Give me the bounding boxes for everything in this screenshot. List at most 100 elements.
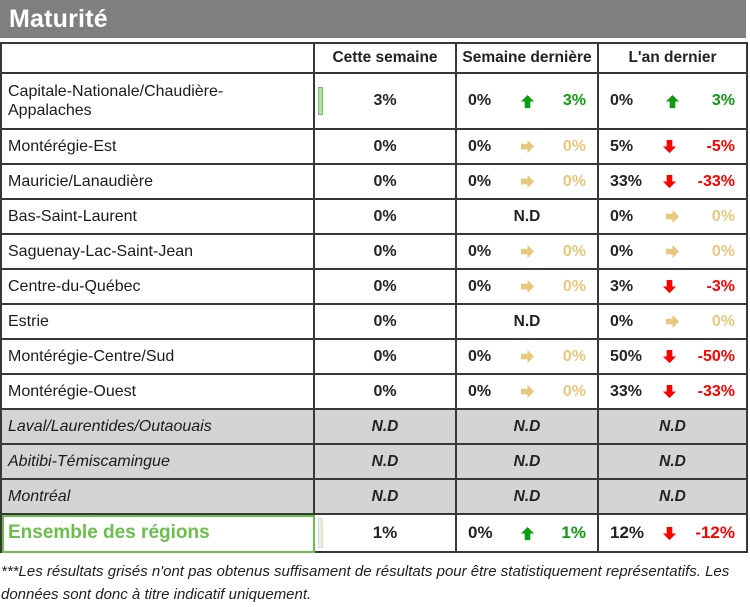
this-week-cell: 0% xyxy=(315,305,457,340)
arrow-right-icon xyxy=(665,314,680,329)
region-cell: Ensemble des régions xyxy=(2,515,315,553)
delta-value: -50% xyxy=(697,347,735,365)
this-week-value: 0% xyxy=(373,277,397,295)
nd-label: N.D xyxy=(659,487,686,505)
trend-cell: N.D xyxy=(599,410,748,445)
base-value: 0% xyxy=(610,92,634,109)
delta-value: -3% xyxy=(706,277,735,295)
arrow-right-icon xyxy=(520,244,534,259)
delta-value: 0% xyxy=(711,312,735,330)
arrow-right-icon xyxy=(520,174,534,189)
base-value: 0% xyxy=(610,207,634,225)
trend-cell: 0% 0% xyxy=(457,235,599,270)
arrow-down-icon xyxy=(663,279,677,294)
this-week-cell: 0% xyxy=(315,200,457,235)
delta-value: 0% xyxy=(711,242,735,260)
base-value: 0% xyxy=(468,382,492,400)
region-cell: Estrie xyxy=(2,305,315,340)
nd-label: N.D xyxy=(659,417,686,435)
delta-value: 1% xyxy=(561,523,586,542)
header-cell-last-year: L'an dernier xyxy=(599,44,748,74)
region-cell: Mauricie/Lanaudière xyxy=(2,165,315,200)
this-week-value: 0% xyxy=(373,137,397,155)
this-week-cell: 0% xyxy=(315,340,457,375)
trend-cell: N.D xyxy=(599,445,748,480)
this-week-value: 0% xyxy=(373,312,397,330)
sparkline-bar xyxy=(318,518,323,548)
trend-cell: 0% 0% xyxy=(457,340,599,375)
arrow-right-icon xyxy=(520,279,534,294)
this-week-cell: N.D xyxy=(315,445,457,480)
region-cell: Centre-du-Québec xyxy=(2,270,315,305)
table-row: Montréal N.D N.D N.D xyxy=(2,480,748,515)
nd-label: N.D xyxy=(513,487,541,505)
arrow-right-icon xyxy=(520,349,534,364)
this-week-cell: N.D xyxy=(315,410,457,445)
region-cell: Capitale-Nationale/Chaudière-Appalaches xyxy=(2,74,315,130)
total-row: Ensemble des régions 1% 0% 1% 12% -12% xyxy=(2,515,748,553)
trend-cell: N.D xyxy=(457,410,599,445)
table-row: Estrie 0% N.D 0% 0% xyxy=(2,305,748,340)
base-value: 3% xyxy=(610,277,634,295)
trend-cell: 0% 0% xyxy=(457,375,599,410)
trend-cell: 0% 0% xyxy=(599,235,748,270)
region-cell: Montérégie-Centre/Sud xyxy=(2,340,315,375)
arrow-right-icon xyxy=(665,209,680,224)
arrow-right-icon xyxy=(520,384,534,399)
arrow-up-icon xyxy=(520,526,534,540)
base-value: 50% xyxy=(610,347,643,365)
delta-value: 0% xyxy=(562,382,586,400)
arrow-down-icon xyxy=(663,139,677,154)
table-row: Capitale-Nationale/Chaudière-Appalaches 3… xyxy=(2,74,748,130)
sparkline-bar xyxy=(318,87,323,115)
trend-cell: 0% 0% xyxy=(599,200,748,235)
nd-label: N.D xyxy=(513,312,541,330)
header-row: Cette semaine Semaine dernière L'an dern… xyxy=(2,44,748,74)
delta-value: -5% xyxy=(706,137,735,155)
delta-value: 0% xyxy=(562,277,586,295)
arrow-right-icon xyxy=(520,139,534,154)
this-week-value: 1% xyxy=(372,523,398,542)
arrow-down-icon xyxy=(663,384,677,399)
this-week-cell: 0% xyxy=(315,235,457,270)
region-cell: Montréal xyxy=(2,480,315,515)
arrow-up-icon xyxy=(520,94,534,108)
maturity-table: Cette semaine Semaine dernière L'an dern… xyxy=(0,42,748,553)
base-value: 0% xyxy=(468,242,492,260)
delta-value: 3% xyxy=(562,92,586,109)
nd-label: N.D xyxy=(513,207,541,225)
this-week-value: 0% xyxy=(373,382,397,400)
arrow-up-icon xyxy=(665,94,680,108)
trend-cell: 0% 0% xyxy=(457,130,599,165)
region-label: Laval/Laurentides/Outaouais xyxy=(8,417,212,435)
nd-label: N.D xyxy=(659,452,686,470)
table-row: Laval/Laurentides/Outaouais N.D N.D N.D xyxy=(2,410,748,445)
region-cell: Saguenay-Lac-Saint-Jean xyxy=(2,235,315,270)
header-cell-this-week: Cette semaine xyxy=(315,44,457,74)
page-title: Maturité xyxy=(9,4,108,33)
trend-cell: 0% 1% xyxy=(457,515,599,553)
region-label: Montérégie-Centre/Sud xyxy=(8,347,175,365)
region-label: Bas-Saint-Laurent xyxy=(8,207,137,225)
trend-cell: 12% -12% xyxy=(599,515,748,553)
region-label: Capitale-Nationale/Chaudière-Appalaches xyxy=(8,82,224,119)
delta-value: 0% xyxy=(562,242,586,260)
this-week-value: N.D xyxy=(371,452,399,470)
region-cell: Montérégie-Est xyxy=(2,130,315,165)
region-label: Saguenay-Lac-Saint-Jean xyxy=(8,242,194,260)
delta-value: 0% xyxy=(562,347,586,365)
delta-value: -12% xyxy=(695,523,735,542)
header-label-last-week: Semaine dernière xyxy=(462,49,592,66)
header-cell-last-week: Semaine dernière xyxy=(457,44,599,74)
region-label: Abitibi-Témiscamingue xyxy=(8,452,170,470)
trend-cell: 0% 0% xyxy=(457,270,599,305)
region-label: Ensemble des régions xyxy=(8,521,210,543)
base-value: 0% xyxy=(468,277,492,295)
table-row: Abitibi-Témiscamingue N.D N.D N.D xyxy=(2,445,748,480)
nd-label: N.D xyxy=(513,452,541,470)
this-week-value: 3% xyxy=(373,92,397,109)
trend-cell: N.D xyxy=(457,305,599,340)
region-cell: Montérégie-Ouest xyxy=(2,375,315,410)
this-week-cell: 0% xyxy=(315,375,457,410)
